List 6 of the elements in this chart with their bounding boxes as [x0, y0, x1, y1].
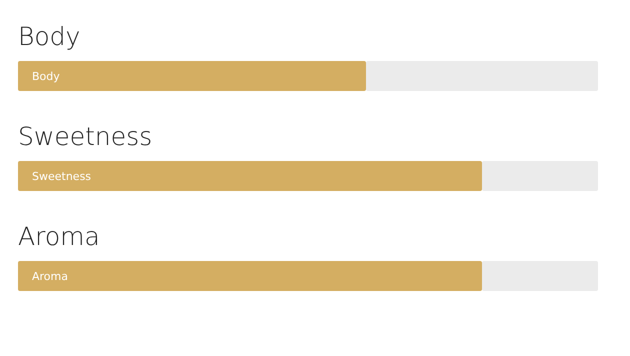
y-tick-label: Aroma — [18, 222, 100, 251]
y-tick-label: Sweetness — [18, 122, 152, 151]
category-label: Sweetness — [32, 170, 92, 183]
y-tick-label: Body — [18, 22, 80, 51]
category-label: Aroma — [32, 270, 68, 283]
category-label: Body — [32, 70, 60, 83]
